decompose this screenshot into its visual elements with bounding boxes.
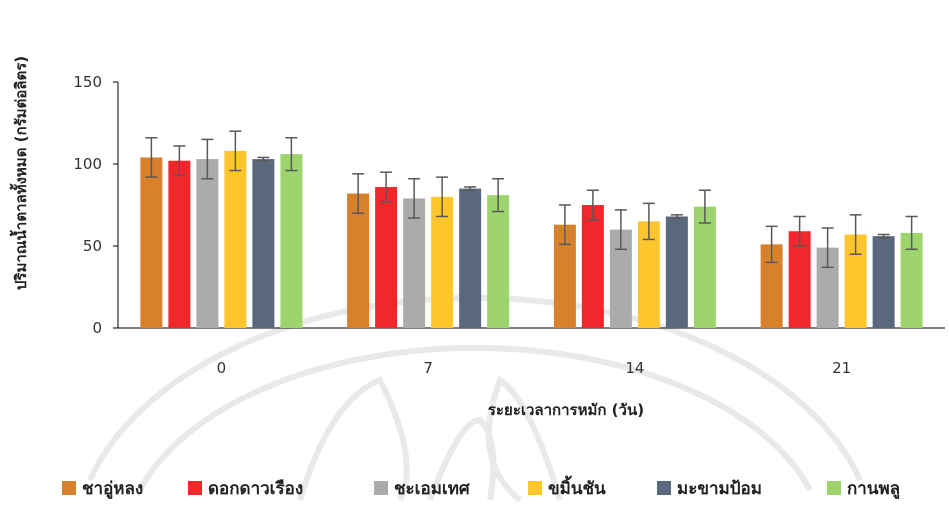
bar xyxy=(872,236,895,328)
bar xyxy=(140,157,163,328)
legend-label: ชะเอมเทศ xyxy=(394,479,471,499)
bar xyxy=(553,224,576,328)
x-tick-label: 0 xyxy=(217,359,227,377)
bar xyxy=(196,159,219,328)
x-tick-label: 14 xyxy=(625,359,644,377)
legend-swatch xyxy=(657,481,671,495)
y-axis-title: ปริมาณน้ำตาลทั้งหมด (กรัมต่อลิตร) xyxy=(9,56,30,290)
bar xyxy=(665,216,688,328)
bar xyxy=(459,188,482,328)
bar xyxy=(900,232,923,328)
legend-swatch xyxy=(188,481,202,495)
y-tick-label: 0 xyxy=(92,319,102,337)
bar xyxy=(788,231,811,328)
bar xyxy=(487,195,510,328)
bar xyxy=(403,198,426,328)
bar xyxy=(168,160,191,328)
bar xyxy=(375,186,398,328)
bar xyxy=(609,229,632,328)
bar xyxy=(581,205,604,328)
y-tick-label: 100 xyxy=(73,155,102,173)
legend-label: มะขามป้อม xyxy=(677,479,762,499)
legend-swatch xyxy=(62,481,76,495)
legend: ชาอู่หลง ดอกดาวเรือง ชะเอมเทศ ขมิ้นชัน มะขาม… xyxy=(62,475,900,500)
error-bars xyxy=(145,130,918,269)
bar xyxy=(844,234,867,328)
y-tick-label: 50 xyxy=(83,237,102,255)
legend-swatch xyxy=(374,481,388,495)
legend-swatch xyxy=(528,481,542,495)
legend-label: ดอกดาวเรือง xyxy=(208,478,303,499)
x-tick-label: 21 xyxy=(832,359,851,377)
bar xyxy=(431,196,454,328)
bars xyxy=(140,150,923,328)
legend-label: ขมิ้นชัน xyxy=(548,475,606,499)
legend-label: ชาอู่หลง xyxy=(82,479,143,500)
legend-label: กานพลู xyxy=(847,479,900,500)
bar xyxy=(347,193,370,328)
x-tick-label: 7 xyxy=(423,359,433,377)
bar xyxy=(280,154,303,328)
bar xyxy=(637,221,660,328)
y-tick-label: 150 xyxy=(73,73,102,91)
bar xyxy=(760,244,783,328)
legend-swatch xyxy=(827,481,841,495)
x-axis-title: ระยะเวลาการหมัก (วัน) xyxy=(488,401,644,419)
bar xyxy=(224,150,247,328)
bar xyxy=(252,159,275,328)
bar xyxy=(693,206,716,328)
